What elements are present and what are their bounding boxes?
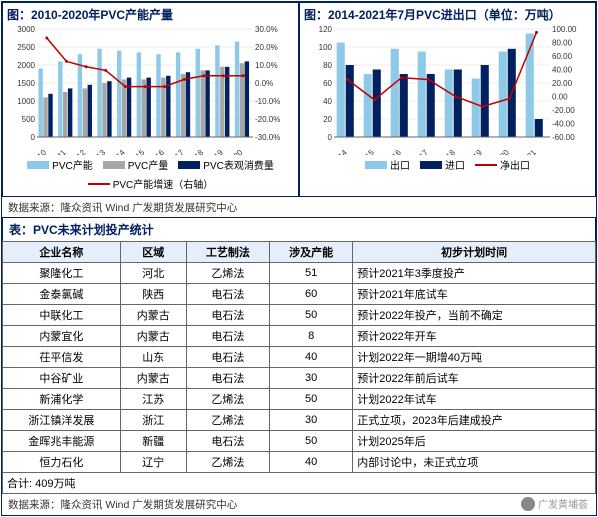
legend-output: PVC产量 [103,157,169,172]
col-header: 区域 [120,242,186,263]
svg-text:2019: 2019 [465,148,484,155]
table-row: 新浦化学江苏乙烯法50计划2022年试车 [3,389,596,410]
chart-left-legend: PVC产能 PVC产量 PVC表观消费量 PVC产能增速（右轴） [7,155,294,193]
chart-right-legend: 出口 进口 净出口 [304,155,591,174]
svg-text:0.0%: 0.0% [255,79,273,88]
col-header: 企业名称 [3,242,121,263]
table-row: 浙江镇洋发展浙江乙烯法30正式立项，2023年后建成投产 [3,410,596,431]
legend-consumption: PVC表观消费量 [178,157,274,172]
swatch-growth [88,183,110,185]
swatch-capacity [27,161,49,169]
table-row: 中联化工内蒙古电石法50预计2022年投产，当前不确定 [3,305,596,326]
svg-text:2015: 2015 [127,148,146,155]
legend-import: 进口 [420,157,465,172]
table-row: 金泰氯碱陕西电石法60预计2021年底试车 [3,284,596,305]
svg-text:2018: 2018 [438,148,457,155]
svg-text:20.00: 20.00 [552,79,573,88]
svg-text:2013: 2013 [88,148,107,155]
swatch-import [420,161,442,169]
table-row: 内蒙宜化内蒙古电石法8预计2022年开车 [3,326,596,347]
col-header: 工艺制法 [186,242,269,263]
svg-text:100: 100 [319,43,333,52]
svg-text:500: 500 [22,115,36,124]
svg-text:2010: 2010 [29,148,48,155]
legend-capacity: PVC产能 [27,157,93,172]
svg-text:2015: 2015 [357,148,376,155]
svg-text:2011: 2011 [49,148,68,155]
svg-text:2500: 2500 [17,43,35,52]
swatch-output [103,161,125,169]
table-row: 茌平信发山东电石法40计划2022年一期增40万吨 [3,347,596,368]
table-row: 金晖兆丰能源新疆电石法50计划2025年后 [3,431,596,452]
svg-text:100.00: 100.00 [552,25,577,34]
svg-text:2016: 2016 [384,148,403,155]
table-source: 数据来源：隆众资讯 Wind 广发期货发展研究中心 广发黄埔荟 [2,494,596,515]
legend-net: 净出口 [475,157,530,172]
chart-right-svg: 0 20 40 60 80 100 120 -60.00 -40.00 -20.00 0.00 20.… [304,25,588,155]
svg-text:2014: 2014 [108,148,127,155]
svg-text:20: 20 [323,115,332,124]
charts-source: 数据来源：隆众资讯 Wind 广发期货发展研究中心 [2,197,596,218]
svg-text:-20.00: -20.00 [552,106,575,115]
table-header-row: 企业名称区域工艺制法涉及产能初步计划时间 [3,242,596,263]
table-title: 表：PVC未来计划投产统计 [2,217,596,241]
svg-text:1500: 1500 [17,79,35,88]
svg-text:0.00: 0.00 [552,93,568,102]
report-frame: 图：2010-2020年PVC产能产量 05001000150020002500… [1,1,597,516]
svg-text:40: 40 [323,97,332,106]
svg-text:80: 80 [323,61,332,70]
table-row: 聚隆化工河北乙烯法51预计2021年3季度投产 [3,263,596,284]
pvc-plan-table: 企业名称区域工艺制法涉及产能初步计划时间 聚隆化工河北乙烯法51预计2021年3… [2,241,596,494]
table-body: 聚隆化工河北乙烯法51预计2021年3季度投产金泰氯碱陕西电石法60预计2021… [3,263,596,494]
svg-text:3000: 3000 [17,25,35,34]
svg-text:2021: 2021 [519,148,538,155]
svg-text:0: 0 [328,133,333,142]
chart-right-title: 图：2014-2021年7月PVC进出口（单位：万吨） [304,6,591,23]
chart-left-panel: 图：2010-2020年PVC产能产量 0 500 1000 1500 2000 2500… [2,2,299,197]
svg-text:-10.0%: -10.0% [255,97,280,106]
legend-export: 出口 [365,157,410,172]
swatch-net [475,164,497,166]
svg-text:2017: 2017 [167,148,186,155]
svg-text:2020: 2020 [492,148,511,155]
table-row: 中谷矿业内蒙古电石法30预计2022年前后试车 [3,368,596,389]
svg-text:80.00: 80.00 [552,39,573,48]
svg-text:120: 120 [319,25,333,34]
svg-text:10.0%: 10.0% [255,61,278,70]
svg-text:2018: 2018 [186,148,205,155]
svg-text:2000: 2000 [17,61,35,70]
svg-text:2019: 2019 [206,148,225,155]
col-header: 初步计划时间 [353,242,596,263]
watermark-icon [521,497,535,511]
svg-text:60.00: 60.00 [552,52,573,61]
chart-left-title: 图：2010-2020年PVC产能产量 [7,6,294,23]
svg-text:-60.00: -60.00 [552,133,575,142]
watermark: 广发黄埔荟 [521,496,588,511]
svg-text:-20.0%: -20.0% [255,115,280,124]
svg-text:20.0%: 20.0% [255,43,278,52]
legend-growth: PVC产能增速（右轴） [88,176,214,191]
svg-text:2016: 2016 [147,148,166,155]
table-total-row: 合计: 409万吨 [3,473,596,494]
charts-row: 图：2010-2020年PVC产能产量 05001000150020002500… [2,2,596,197]
svg-text:2020: 2020 [226,148,245,155]
svg-text:40.00: 40.00 [552,66,573,75]
svg-text:0: 0 [31,133,36,142]
chart-left-svg: 0 500 1000 1500 2000 2500 3000 -30.0% -20.0% -10.… [7,25,291,155]
svg-text:2012: 2012 [69,148,88,155]
svg-text:-30.0%: -30.0% [255,133,280,142]
svg-text:30.0%: 30.0% [255,25,278,34]
svg-text:2017: 2017 [411,148,430,155]
swatch-export [365,161,387,169]
swatch-consumption [178,161,200,169]
svg-text:2014: 2014 [330,148,349,155]
table-row: 恒力石化辽宁乙烯法40内部讨论中，未正式立项 [3,452,596,473]
svg-text:-40.00: -40.00 [552,120,575,129]
svg-text:60: 60 [323,79,332,88]
chart-right-panel: 图：2014-2021年7月PVC进出口（单位：万吨） 0 20 40 60 80 100… [299,2,596,197]
col-header: 涉及产能 [270,242,353,263]
svg-text:1000: 1000 [17,97,35,106]
